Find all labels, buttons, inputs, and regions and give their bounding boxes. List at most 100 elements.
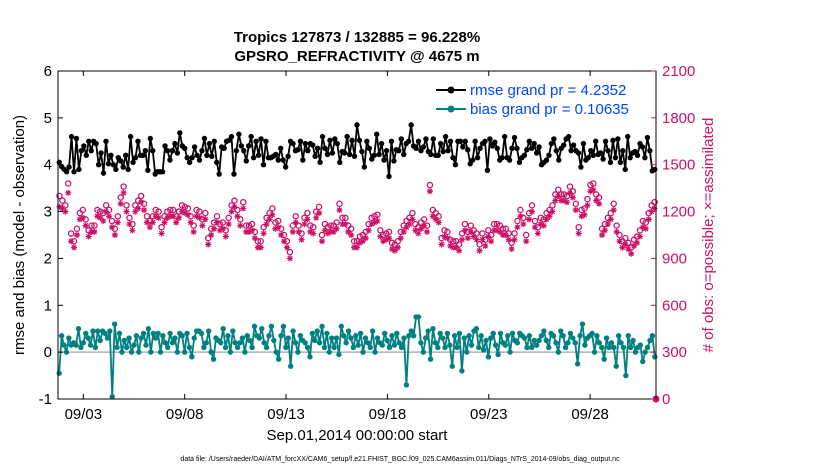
x-axis: 09/03 09/08 09/13 09/18 09/23 09/28 xyxy=(65,71,609,423)
bias-point xyxy=(283,344,289,351)
rmse-point xyxy=(639,144,646,150)
bias-point xyxy=(304,344,311,351)
obs-possible-point xyxy=(511,230,518,237)
rmse-point xyxy=(597,150,604,156)
bias-point xyxy=(107,328,113,334)
obs-assimilated-point xyxy=(251,235,258,242)
obs-assimilated-point xyxy=(625,246,632,253)
y-left-tick-label: 5 xyxy=(44,110,52,127)
bias-point xyxy=(623,372,629,379)
obs-possible-point xyxy=(59,197,66,204)
obs-possible-point xyxy=(485,227,492,234)
bias-point xyxy=(268,323,275,330)
bias-point xyxy=(273,349,279,355)
x-tick-label: 09/13 xyxy=(267,406,305,423)
obs-assimilated-point xyxy=(187,219,194,226)
obs-assimilated-point xyxy=(73,232,80,238)
obs-assimilated-point xyxy=(97,214,104,221)
obs-assimilated-point xyxy=(607,216,614,223)
bias-point xyxy=(111,321,118,327)
rmse-point xyxy=(71,169,77,175)
obs-assimilated-point xyxy=(415,230,422,237)
obs-assimilated-point xyxy=(117,200,124,207)
bias-point xyxy=(350,344,357,351)
bias-point xyxy=(61,342,67,348)
bias-point xyxy=(480,347,487,353)
bias-point xyxy=(222,344,229,351)
rmse-point xyxy=(570,142,577,148)
legend-rmse-marker xyxy=(447,86,455,94)
bias-point xyxy=(408,328,414,334)
bias-point xyxy=(362,335,369,341)
bias-point xyxy=(574,361,581,367)
rmse-point xyxy=(462,138,468,144)
bias-point xyxy=(345,328,352,334)
bias-point xyxy=(73,342,79,348)
obs-assimilated-point xyxy=(529,208,536,215)
rmse-point xyxy=(602,138,609,144)
obs-possible-point xyxy=(315,203,323,211)
bias-point xyxy=(432,340,439,346)
rmse-point xyxy=(118,158,124,164)
obs-assimilated-point xyxy=(564,199,571,206)
bias-point xyxy=(189,354,195,360)
obs-assimilated-point xyxy=(403,224,410,231)
bias-point xyxy=(627,344,634,351)
bias-point xyxy=(365,340,371,346)
obs-possible-point xyxy=(613,222,620,229)
obs-assimilated-point xyxy=(383,236,390,243)
bias-point xyxy=(601,356,607,362)
bias-point xyxy=(526,333,533,339)
rmse-point xyxy=(332,136,338,142)
bias-point xyxy=(97,337,103,344)
bias-point xyxy=(613,363,619,369)
rmse-point xyxy=(236,131,242,137)
bias-point xyxy=(558,328,564,334)
obs-possible-point xyxy=(490,220,498,228)
bias-point xyxy=(567,330,574,337)
x-tick-label: 09/03 xyxy=(65,406,103,423)
bias-point xyxy=(521,335,528,341)
rmse-point xyxy=(351,153,358,159)
obs-assimilated-point xyxy=(645,216,652,223)
bias-point xyxy=(647,337,653,344)
bias-point xyxy=(360,349,366,355)
bias-point xyxy=(92,344,99,351)
rmse-point xyxy=(565,133,572,140)
obs-assimilated-point xyxy=(531,224,538,231)
obs-possible-point xyxy=(444,228,451,236)
obs-possible-point xyxy=(549,202,556,209)
obs-possible-point xyxy=(514,217,521,225)
bias-point xyxy=(423,335,429,341)
rmse-point xyxy=(509,145,515,152)
rmse-point xyxy=(548,140,555,147)
obs-assimilated-point xyxy=(152,213,159,220)
bias-point xyxy=(75,326,82,332)
obs-possible-point xyxy=(420,216,428,223)
bias-point xyxy=(618,340,624,346)
rmse-point xyxy=(140,152,146,159)
rmse-point xyxy=(73,135,80,142)
obs-possible-point xyxy=(651,198,658,206)
obs-assimilated-point xyxy=(400,228,407,235)
bias-point xyxy=(143,342,149,348)
obs-assimilated-point xyxy=(505,236,512,243)
rmse-point xyxy=(194,152,200,159)
obs-assimilated-point xyxy=(389,246,396,253)
rmse-point xyxy=(600,156,606,162)
rmse-point xyxy=(280,157,286,163)
bias-point xyxy=(466,333,472,339)
chart-title-line1: Tropics 127873 / 132885 = 96.228% xyxy=(234,29,480,46)
legend-item-rmse: rmse grand pr = 4.2352 xyxy=(436,82,626,99)
obs-assimilated-point xyxy=(263,221,270,228)
rmse-point xyxy=(130,159,136,166)
obs-assimilated-point xyxy=(260,230,267,237)
rmse-point xyxy=(627,154,633,161)
rmse-point xyxy=(103,138,109,144)
rmse-point xyxy=(568,147,574,154)
rmse-point xyxy=(634,152,641,159)
obs-assimilated-point xyxy=(426,188,433,195)
bias-point xyxy=(403,382,410,388)
obs-assimilated-point xyxy=(377,233,384,240)
obs-assimilated-point xyxy=(286,255,293,262)
